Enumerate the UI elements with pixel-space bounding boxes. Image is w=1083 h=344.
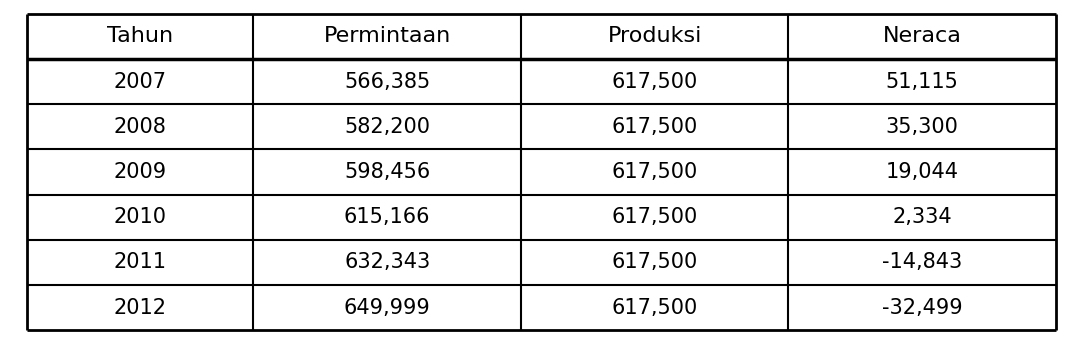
Text: Permintaan: Permintaan bbox=[324, 26, 451, 46]
Text: 2007: 2007 bbox=[114, 72, 167, 92]
Text: 2,334: 2,334 bbox=[892, 207, 952, 227]
Text: 582,200: 582,200 bbox=[344, 117, 430, 137]
Text: 632,343: 632,343 bbox=[344, 252, 430, 272]
Text: 617,500: 617,500 bbox=[612, 162, 697, 182]
Text: 617,500: 617,500 bbox=[612, 117, 697, 137]
Text: 19,044: 19,044 bbox=[886, 162, 958, 182]
Text: 2012: 2012 bbox=[114, 298, 167, 318]
Text: -14,843: -14,843 bbox=[882, 252, 963, 272]
Text: 35,300: 35,300 bbox=[886, 117, 958, 137]
Text: 615,166: 615,166 bbox=[344, 207, 430, 227]
Text: Neraca: Neraca bbox=[883, 26, 962, 46]
Text: Tahun: Tahun bbox=[107, 26, 173, 46]
Text: 598,456: 598,456 bbox=[344, 162, 430, 182]
Text: 2010: 2010 bbox=[114, 207, 167, 227]
Text: 617,500: 617,500 bbox=[612, 252, 697, 272]
Text: 649,999: 649,999 bbox=[343, 298, 431, 318]
Text: 2008: 2008 bbox=[114, 117, 167, 137]
Text: 617,500: 617,500 bbox=[612, 72, 697, 92]
Text: 566,385: 566,385 bbox=[344, 72, 430, 92]
Text: 2009: 2009 bbox=[114, 162, 167, 182]
Text: Produksi: Produksi bbox=[608, 26, 702, 46]
Text: 51,115: 51,115 bbox=[886, 72, 958, 92]
Text: 617,500: 617,500 bbox=[612, 207, 697, 227]
Text: 2011: 2011 bbox=[114, 252, 167, 272]
Text: -32,499: -32,499 bbox=[882, 298, 963, 318]
Text: 617,500: 617,500 bbox=[612, 298, 697, 318]
